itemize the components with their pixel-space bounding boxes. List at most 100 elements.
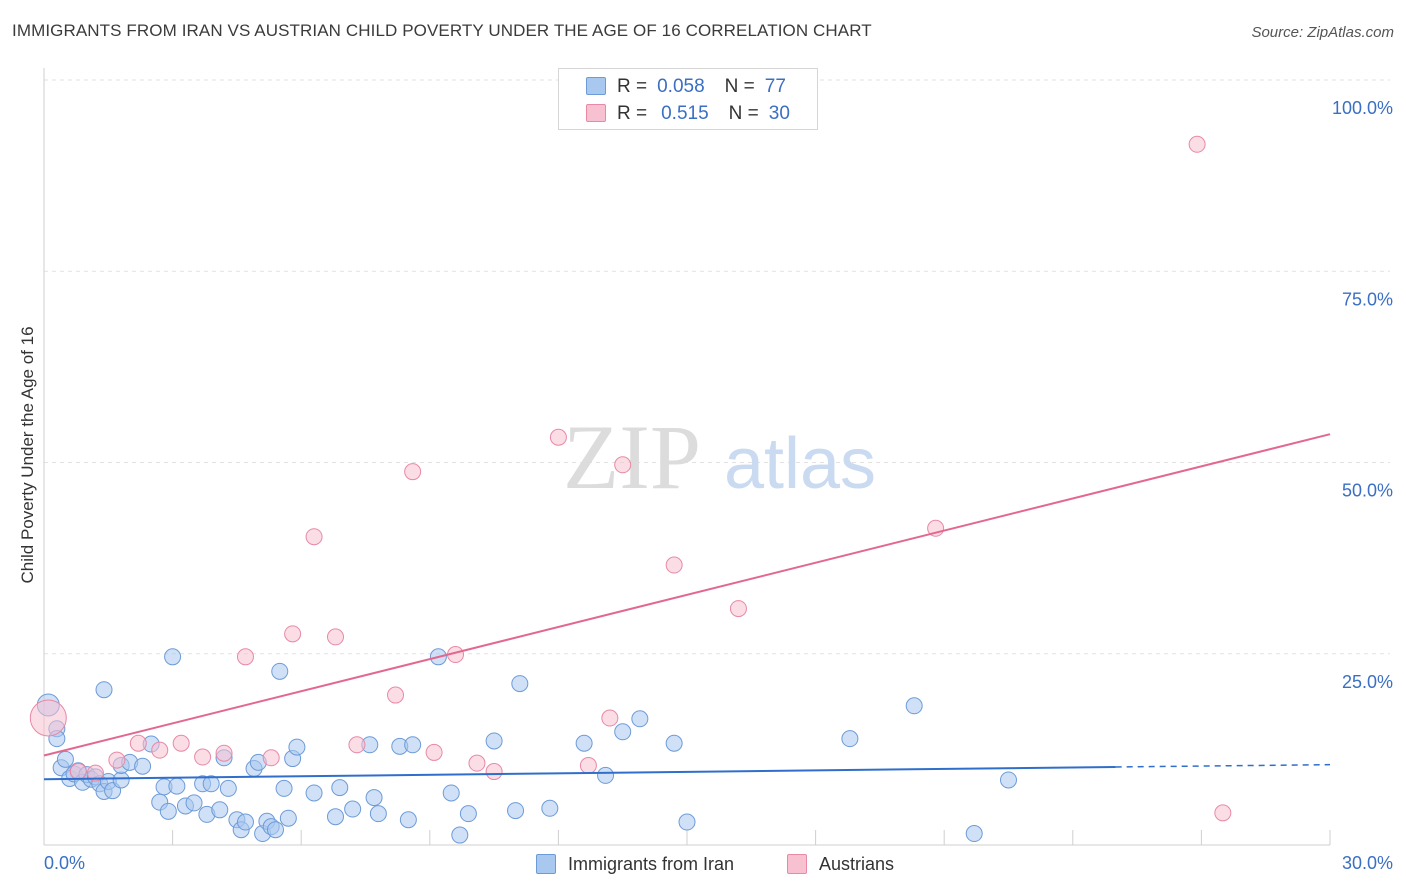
data-point-iran: [485, 732, 503, 750]
tick-label-layer: 25.0% 50.0% 75.0% 100.0% 0.0% 30.0%: [44, 98, 1393, 873]
data-point-iran: [511, 675, 529, 693]
watermark-atlas: atlas: [724, 424, 876, 504]
data-point-iran: [1000, 771, 1017, 789]
legend-n-label: N =: [728, 103, 759, 124]
data-point-austrians: [86, 764, 104, 782]
data-point-austrians: [729, 600, 747, 618]
data-point-iran: [631, 710, 649, 728]
legend-swatch-iran: [586, 77, 606, 95]
chart-source: Source: ZipAtlas.com: [1251, 24, 1394, 41]
data-point-iran: [331, 779, 349, 797]
data-point-austrians: [215, 744, 233, 762]
data-point-iran: [305, 784, 323, 802]
data-point-iran: [266, 821, 284, 839]
data-point-austrians: [172, 734, 190, 752]
data-point-iran: [344, 800, 362, 818]
data-point-austrians: [1214, 804, 1232, 822]
data-point-iran: [678, 813, 696, 831]
legend-r-value: 0.058: [657, 76, 705, 97]
data-point-iran: [597, 766, 615, 784]
data-point-austrians: [348, 736, 366, 754]
data-point-iran: [451, 826, 469, 844]
series-legend-austrians: Austrians: [787, 852, 894, 876]
y-tick-label: 100.0%: [1332, 98, 1393, 118]
data-point-iran: [236, 813, 254, 831]
data-point-iran: [841, 730, 859, 748]
data-point-iran: [279, 809, 297, 827]
points-layer: [29, 135, 1232, 844]
data-point-austrians: [284, 625, 302, 643]
legend-r-value: 0.515: [661, 103, 709, 124]
data-point-iran: [326, 808, 344, 826]
data-point-iran: [134, 757, 152, 775]
data-point-austrians: [69, 763, 87, 781]
data-point-austrians: [404, 463, 422, 481]
series-label-iran: Immigrants from Iran: [568, 853, 735, 874]
data-point-iran: [185, 794, 203, 812]
legend-n-value: 77: [764, 76, 786, 97]
y-tick-label: 50.0%: [1342, 481, 1393, 501]
data-point-iran: [459, 805, 477, 823]
legend-row-iran: R = 0.058 N = 77: [617, 75, 786, 99]
data-point-austrians: [601, 709, 619, 727]
grid-layer: [44, 79, 1390, 655]
data-point-austrians: [129, 734, 147, 752]
correlation-legend: R = 0.058 N = 77 R = 0.515 N = 30: [558, 68, 818, 130]
data-point-austrians: [579, 756, 597, 774]
trendline-layer: [43, 433, 1331, 781]
data-point-austrians: [305, 528, 323, 546]
data-point-austrians: [151, 741, 169, 759]
series-swatch-austrians: [787, 854, 807, 874]
data-point-austrians: [485, 763, 503, 781]
data-point-iran: [288, 738, 306, 756]
data-point-iran: [95, 681, 113, 699]
legend-r-label: R =: [617, 103, 648, 124]
data-point-iran: [365, 789, 383, 807]
data-point-austrians: [425, 743, 443, 761]
data-point-austrians: [468, 754, 486, 772]
data-point-iran: [271, 662, 289, 680]
data-point-iran: [159, 802, 177, 820]
data-point-iran: [442, 784, 460, 802]
data-point-austrians: [29, 699, 67, 737]
data-point-austrians: [326, 628, 344, 646]
data-point-austrians: [194, 748, 212, 766]
data-point-iran: [219, 779, 237, 797]
data-point-iran: [575, 734, 593, 752]
data-point-iran: [211, 801, 229, 819]
data-point-austrians: [665, 556, 683, 574]
y-tick-label: 75.0%: [1342, 289, 1393, 309]
data-point-iran: [965, 825, 983, 843]
x-tick-label: 0.0%: [44, 853, 85, 873]
series-swatch-iran: [536, 854, 556, 874]
watermark: ZIP atlas: [563, 406, 876, 508]
data-point-austrians: [614, 456, 632, 474]
data-point-iran: [614, 723, 632, 741]
trendline-iran: [43, 765, 1116, 781]
data-point-iran: [905, 697, 923, 715]
series-label-austrians: Austrians: [819, 853, 895, 874]
data-point-austrians: [387, 686, 405, 704]
legend-n-value: 30: [768, 103, 790, 124]
data-point-iran: [164, 648, 182, 666]
data-point-iran: [56, 750, 74, 768]
data-point-iran: [168, 777, 186, 795]
data-point-austrians: [1188, 135, 1206, 153]
data-point-iran: [275, 779, 293, 797]
trendline-iran-extension: [1115, 763, 1331, 768]
chart-title: IMMIGRANTS FROM IRAN VS AUSTRIAN CHILD P…: [12, 21, 872, 40]
data-point-austrians: [262, 749, 280, 767]
legend-row-austrians: R = 0.515 N = 30: [617, 102, 790, 126]
legend-n-label: N =: [724, 76, 755, 97]
y-tick-label: 25.0%: [1342, 672, 1393, 692]
legend-swatch-austrians: [586, 104, 606, 122]
data-point-iran: [665, 734, 683, 752]
data-point-austrians: [108, 751, 126, 769]
x-tick-label: 30.0%: [1342, 853, 1393, 873]
trendline-austrians: [43, 433, 1331, 757]
data-point-iran: [404, 736, 422, 754]
watermark-zip: ZIP: [563, 406, 701, 508]
data-point-iran: [507, 802, 525, 820]
data-point-iran: [202, 775, 220, 793]
